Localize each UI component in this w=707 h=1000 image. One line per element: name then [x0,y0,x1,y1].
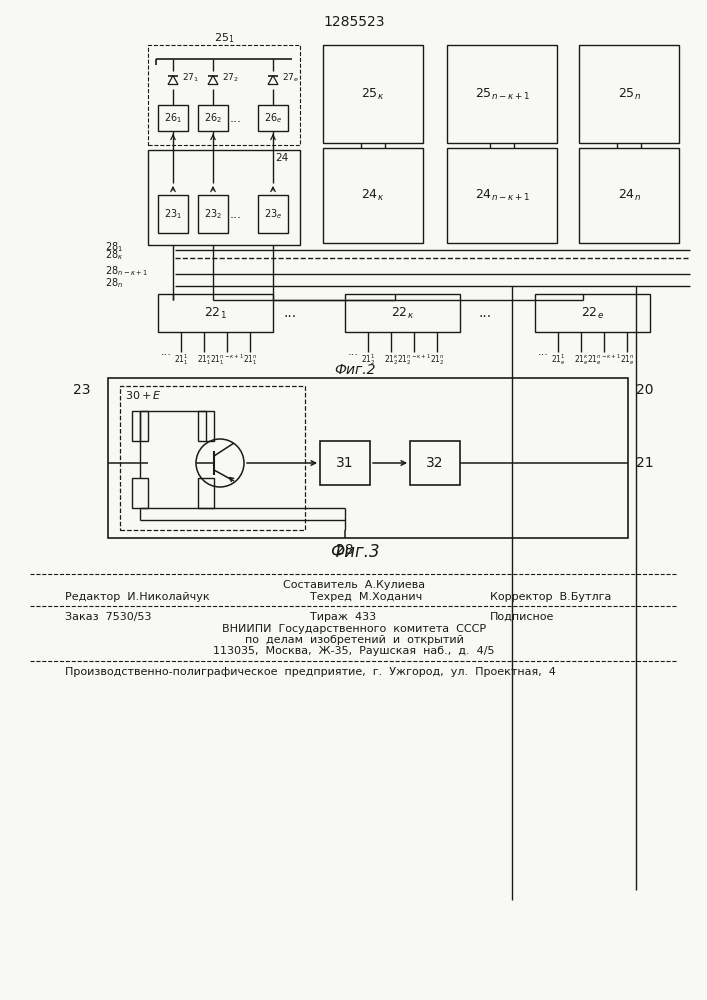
Text: Подписное: Подписное [490,612,554,622]
Text: Техред  М.Ходанич: Техред М.Ходанич [310,592,422,602]
Text: по  делам  изобретений  и  открытий: по делам изобретений и открытий [245,635,463,645]
Text: $25_\kappa$: $25_\kappa$ [361,86,385,102]
Bar [158,294,273,332]
Bar [447,45,557,143]
Text: ...: ... [537,347,549,357]
Text: Фиг.3: Фиг.3 [330,543,380,561]
Text: 21: 21 [636,456,654,470]
Text: $22_1$: $22_1$ [204,305,227,321]
Bar [158,195,188,233]
Bar [198,195,228,233]
Text: $21_{2}^1$: $21_{2}^1$ [361,353,375,367]
Text: $30+E$: $30+E$ [125,389,162,401]
Text: $23_2$: $23_2$ [204,207,222,221]
Text: Производственно-полиграфическое  предприятие,  г.  Ужгород,  ул.  Проектная,  4: Производственно-полиграфическое предприя… [65,667,556,677]
Text: $28_{n-\kappa+1}$: $28_{n-\kappa+1}$ [105,264,148,278]
Bar [132,478,148,508]
Text: $21_{1}^{n-\kappa+1}$: $21_{1}^{n-\kappa+1}$ [210,353,244,367]
Text: $24_n$: $24_n$ [617,188,641,203]
Text: $25_{n-\kappa+1}$: $25_{n-\kappa+1}$ [474,86,530,102]
Text: Заказ  7530/53: Заказ 7530/53 [65,612,151,622]
Bar [198,478,214,508]
Text: $27_e$: $27_e$ [282,72,299,84]
Text: ...: ... [230,111,242,124]
Text: $27_1$: $27_1$ [182,72,199,84]
Bar [320,441,370,485]
Text: $21_{1}^\kappa$: $21_{1}^\kappa$ [197,353,211,367]
Text: Составитель  А.Кулиева: Составитель А.Кулиева [283,580,425,590]
Text: Фиг.2: Фиг.2 [334,363,375,377]
Bar [198,411,214,441]
Text: $22_e$: $22_e$ [581,305,604,321]
Text: $24_\kappa$: $24_\kappa$ [361,188,385,203]
Text: 28: 28 [337,543,354,557]
Text: $26_e$: $26_e$ [264,111,282,125]
Text: 20: 20 [636,383,653,397]
Text: 32: 32 [426,456,444,470]
Text: $28_\kappa$: $28_\kappa$ [105,248,124,262]
Text: ВНИИПИ  Государственного  комитета  СССР: ВНИИПИ Государственного комитета СССР [222,624,486,634]
Text: $21_{2}^\kappa$: $21_{2}^\kappa$ [383,353,399,367]
Text: ...: ... [230,208,242,221]
Text: $25_n$: $25_n$ [617,86,641,102]
Bar [535,294,650,332]
Bar [148,150,300,245]
Bar [579,45,679,143]
Text: 31: 31 [337,456,354,470]
Bar [345,294,460,332]
Text: $21_{e}^{n-\kappa+1}$: $21_{e}^{n-\kappa+1}$ [587,353,621,367]
Text: $21_{1}^1$: $21_{1}^1$ [174,353,188,367]
Text: 1285523: 1285523 [323,15,385,29]
Text: $21_{2}^n$: $21_{2}^n$ [430,353,445,367]
Text: Тираж  433: Тираж 433 [310,612,376,622]
Bar [323,148,423,243]
Bar [323,45,423,143]
Text: 23: 23 [73,383,90,397]
Text: ...: ... [348,347,358,357]
Bar [579,148,679,243]
Bar [410,441,460,485]
Text: $22_\kappa$: $22_\kappa$ [391,305,414,321]
Text: $28_n$: $28_n$ [105,276,123,290]
Text: $26_2$: $26_2$ [204,111,222,125]
Text: $27_2$: $27_2$ [222,72,239,84]
Bar [132,411,148,441]
Text: $21_{1}^n$: $21_{1}^n$ [243,353,257,367]
Text: $26_1$: $26_1$ [164,111,182,125]
Bar [447,148,557,243]
Text: ...: ... [479,306,491,320]
Text: $28_1$: $28_1$ [105,240,123,254]
Text: ...: ... [160,347,171,357]
Text: 113035,  Москва,  Ж-35,  Раушская  наб.,  д.  4/5: 113035, Москва, Ж-35, Раушская наб., д. … [214,646,495,656]
Text: $25_1$: $25_1$ [214,31,234,45]
Text: Корректор  В.Бутлга: Корректор В.Бутлга [490,592,612,602]
Bar [158,105,188,131]
Bar [120,386,305,530]
Text: $21_{e}^\kappa$: $21_{e}^\kappa$ [573,353,588,367]
Bar [198,105,228,131]
Bar [258,105,288,131]
Text: $23_e$: $23_e$ [264,207,282,221]
Text: $24_{n-\kappa+1}$: $24_{n-\kappa+1}$ [474,188,530,203]
Text: ...: ... [284,306,296,320]
Bar [258,195,288,233]
Text: $21_{e}^n$: $21_{e}^n$ [619,353,634,367]
Text: $21_{e}^1$: $21_{e}^1$ [551,353,566,367]
Text: Редактор  И.Николайчук: Редактор И.Николайчук [65,592,209,602]
Text: $21_{2}^{n-\kappa+1}$: $21_{2}^{n-\kappa+1}$ [397,353,431,367]
Text: 24: 24 [275,153,288,163]
Bar [108,378,628,538]
Bar [148,45,300,145]
Text: $23_1$: $23_1$ [164,207,182,221]
